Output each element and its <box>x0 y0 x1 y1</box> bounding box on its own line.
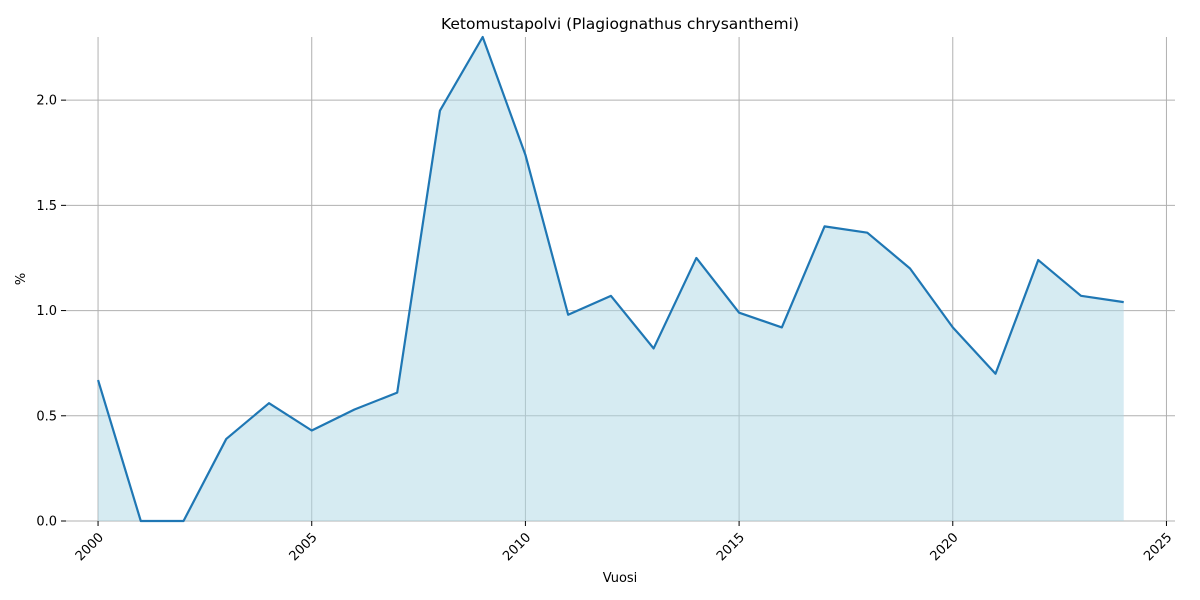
x-axis-label: Vuosi <box>603 571 638 586</box>
data-point <box>737 311 741 315</box>
data-point <box>395 391 399 395</box>
x-tick-label: 2000 <box>73 530 107 564</box>
area-fill <box>98 37 1124 521</box>
data-point <box>780 325 784 329</box>
x-tick-label: 2010 <box>500 530 534 564</box>
data-point <box>652 346 656 350</box>
chart-title: Ketomustapolvi (Plagiognathus chrysanthe… <box>441 15 799 33</box>
data-point <box>609 294 613 298</box>
data-point <box>481 35 485 39</box>
data-point <box>224 437 228 441</box>
data-point <box>96 378 100 382</box>
y-tick-label: 0.5 <box>36 409 57 424</box>
y-axis-label: % <box>14 273 29 285</box>
data-point <box>310 429 314 433</box>
data-point <box>139 519 143 523</box>
x-tick-label: 2020 <box>928 530 962 564</box>
data-point <box>1079 294 1083 298</box>
y-tick-label: 2.0 <box>36 94 57 109</box>
data-point <box>352 407 356 411</box>
y-tick-label: 1.0 <box>36 304 57 319</box>
x-tick-label: 2005 <box>287 530 321 564</box>
x-tick-label: 2015 <box>714 530 748 564</box>
data-point <box>1036 258 1040 262</box>
data-point <box>438 109 442 113</box>
data-point <box>908 266 912 270</box>
y-tick-label: 1.5 <box>36 199 57 214</box>
data-point <box>566 313 570 317</box>
data-point <box>182 519 186 523</box>
data-point <box>1122 300 1126 304</box>
x-tick-label: 2025 <box>1141 530 1175 564</box>
data-point <box>523 153 527 157</box>
data-point <box>694 256 698 260</box>
data-point <box>865 231 869 235</box>
data-point <box>823 224 827 228</box>
data-point <box>994 372 998 376</box>
data-point <box>951 325 955 329</box>
series-line <box>96 35 1124 523</box>
y-tick-label: 0.0 <box>36 515 57 530</box>
data-point <box>267 401 271 405</box>
